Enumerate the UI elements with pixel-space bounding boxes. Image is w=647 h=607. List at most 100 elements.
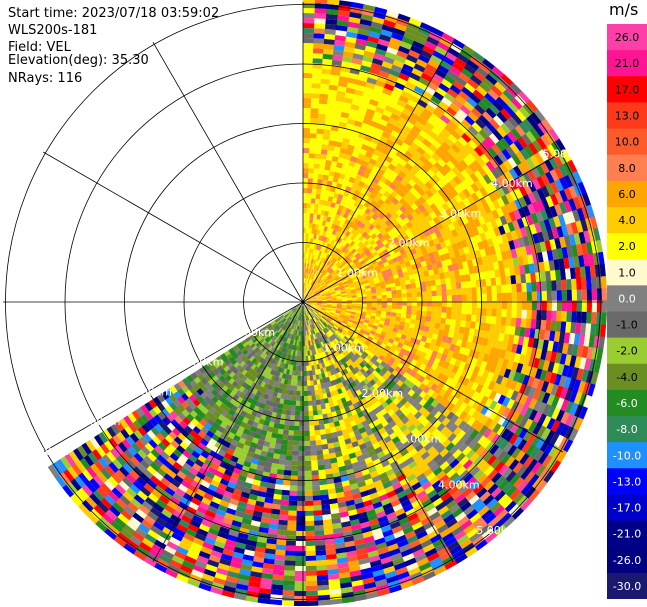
range-gate bbox=[502, 441, 514, 454]
range-gate bbox=[356, 294, 362, 298]
range-gate bbox=[330, 160, 338, 168]
range-gate bbox=[303, 58, 314, 64]
range-gate bbox=[307, 173, 314, 179]
range-gate bbox=[581, 300, 587, 313]
range-gate bbox=[305, 304, 310, 309]
range-gate bbox=[351, 297, 357, 300]
range-gate bbox=[429, 194, 439, 204]
range-gate bbox=[311, 295, 316, 299]
range-gate bbox=[337, 342, 343, 348]
range-gate bbox=[401, 305, 407, 311]
range-gate bbox=[265, 538, 277, 545]
range-gate bbox=[523, 470, 536, 484]
range-gate bbox=[394, 277, 400, 284]
range-gate bbox=[429, 493, 441, 504]
range-gate bbox=[483, 465, 495, 478]
range-gate bbox=[425, 63, 438, 74]
range-gate bbox=[411, 439, 421, 449]
range-gate bbox=[326, 0, 341, 6]
range-gate bbox=[449, 42, 464, 54]
range-gate bbox=[329, 288, 335, 292]
range-gate bbox=[460, 169, 471, 180]
range-gate bbox=[317, 278, 322, 284]
range-gate bbox=[309, 143, 317, 149]
range-gate bbox=[466, 301, 472, 309]
range-gate bbox=[338, 317, 344, 321]
range-gate bbox=[304, 570, 317, 576]
range-gate bbox=[305, 288, 307, 294]
range-gate bbox=[426, 264, 434, 272]
range-gate bbox=[337, 354, 343, 361]
range-gate bbox=[305, 295, 310, 300]
range-gate bbox=[335, 456, 344, 463]
range-gate bbox=[523, 396, 533, 409]
range-gate bbox=[464, 274, 471, 283]
range-gate bbox=[555, 321, 562, 333]
range-gate bbox=[333, 110, 343, 117]
range-gate bbox=[375, 340, 383, 347]
range-gate bbox=[318, 479, 328, 486]
range-gate bbox=[303, 133, 311, 139]
range-gate bbox=[299, 325, 302, 331]
range-gate bbox=[478, 114, 490, 127]
range-gate bbox=[527, 337, 535, 349]
range-gate bbox=[501, 308, 507, 319]
range-gate bbox=[426, 285, 432, 292]
range-gate bbox=[567, 210, 576, 225]
range-gate bbox=[326, 337, 332, 344]
range-gate bbox=[505, 231, 514, 243]
range-gate bbox=[443, 429, 453, 440]
range-gate bbox=[385, 311, 392, 317]
range-gate bbox=[303, 310, 305, 316]
range-gate bbox=[316, 459, 325, 466]
range-gate bbox=[466, 294, 472, 302]
range-gate bbox=[322, 179, 329, 186]
range-gate bbox=[453, 184, 463, 195]
range-gate bbox=[338, 264, 344, 270]
range-gate bbox=[492, 505, 505, 518]
range-gate bbox=[286, 515, 297, 521]
range-gate bbox=[361, 304, 367, 308]
range-gate bbox=[505, 145, 517, 158]
range-gate bbox=[303, 305, 306, 311]
range-gate bbox=[362, 55, 375, 64]
range-gate bbox=[559, 177, 569, 191]
range-gate bbox=[380, 351, 388, 358]
range-gate bbox=[330, 289, 336, 293]
range-gate bbox=[308, 319, 311, 326]
range-gate bbox=[370, 62, 383, 71]
range-gate bbox=[316, 123, 326, 130]
range-gate bbox=[342, 235, 348, 242]
range-gate bbox=[442, 246, 450, 255]
range-gate bbox=[413, 525, 426, 536]
range-gate bbox=[541, 300, 547, 312]
range-gate bbox=[323, 397, 329, 404]
range-gate bbox=[523, 418, 534, 431]
range-gate bbox=[306, 365, 310, 371]
range-gate bbox=[397, 516, 410, 526]
range-gate bbox=[334, 394, 341, 401]
range-gate bbox=[304, 253, 308, 259]
range-gate bbox=[504, 456, 516, 469]
range-gate bbox=[477, 143, 489, 155]
range-gate bbox=[327, 94, 338, 101]
range-gate bbox=[419, 539, 433, 549]
range-gate bbox=[493, 402, 503, 414]
range-gate bbox=[399, 321, 406, 327]
range-gate bbox=[426, 296, 432, 302]
range-gate bbox=[377, 551, 391, 560]
range-gate bbox=[372, 479, 383, 488]
range-gate bbox=[304, 515, 315, 521]
range-gate bbox=[464, 115, 476, 127]
range-gate bbox=[340, 275, 346, 280]
range-gate bbox=[467, 407, 477, 418]
range-gate bbox=[470, 236, 478, 246]
range-gate bbox=[337, 567, 350, 574]
range-gate bbox=[279, 499, 290, 506]
range-gate bbox=[395, 264, 402, 271]
range-gate bbox=[311, 302, 317, 304]
range-gate bbox=[506, 444, 518, 457]
range-gate bbox=[416, 296, 422, 302]
range-gate bbox=[306, 304, 311, 308]
range-gate bbox=[351, 368, 358, 375]
